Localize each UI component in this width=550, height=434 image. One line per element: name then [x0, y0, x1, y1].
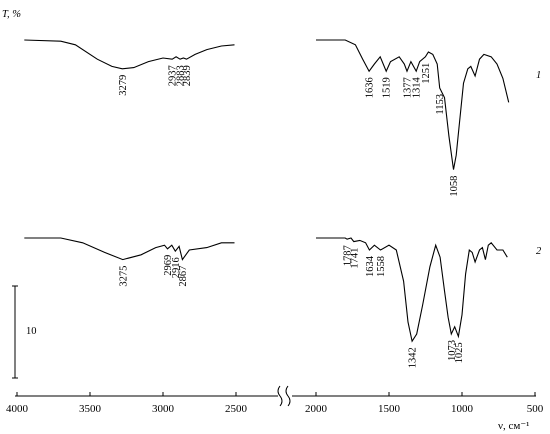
- spectrum-1-line: [316, 39, 510, 170]
- series-label: 2: [536, 246, 542, 257]
- peak-label: 3275: [118, 266, 129, 287]
- x-tick-label: 4000: [6, 403, 29, 415]
- peak-label: 2937: [168, 65, 179, 86]
- x-tick-label: 500: [527, 403, 544, 415]
- peak-label: 1153: [435, 94, 446, 115]
- peak-label: 1787: [343, 245, 354, 266]
- peak-label: 1634: [365, 255, 376, 277]
- x-axis-label: ν, см⁻¹: [498, 420, 529, 432]
- x-tick-label: 1000: [451, 403, 474, 415]
- peak-label: 1519: [382, 77, 393, 98]
- peak-label: 1741: [349, 248, 360, 269]
- scale-bar: [12, 285, 18, 379]
- peak-label: 1251: [421, 63, 432, 84]
- peak-label: 2969: [163, 255, 174, 276]
- x-tick-label: 3000: [152, 403, 175, 415]
- scale-bar-label: 10: [26, 326, 37, 337]
- peak-label: 1377: [403, 77, 414, 98]
- spectra-curves: 12: [24, 39, 542, 343]
- peak-label: 1073: [447, 340, 458, 361]
- spectrum-1-line: [24, 39, 235, 70]
- peak-label: 1558: [376, 256, 387, 277]
- peak-label: 3279: [118, 75, 129, 96]
- spectrum-2-line: [316, 237, 508, 343]
- spectrum-2-line: [24, 237, 235, 261]
- x-tick-label: 2000: [305, 403, 328, 415]
- peak-label: 2883: [176, 65, 187, 86]
- peak-label: 1058: [449, 176, 460, 197]
- break-squiggle-right: [285, 385, 291, 407]
- peak-label: 1342: [408, 347, 419, 368]
- y-axis-label: T, %: [2, 9, 21, 20]
- peak-label: 1314: [412, 76, 423, 98]
- x-tick-label: 3500: [79, 403, 102, 415]
- peak-label: 1025: [454, 342, 465, 363]
- peak-label: 2867: [178, 266, 189, 287]
- break-squiggle-left: [277, 385, 283, 407]
- series-label: 1: [536, 70, 541, 81]
- peak-label: 2916: [171, 257, 182, 278]
- axis-break-mark: [277, 385, 291, 407]
- x-axis-ticks: 4000 3500 3000 2500 2000 1500 1000 500: [6, 392, 544, 415]
- peak-label: 1636: [365, 77, 376, 98]
- x-tick-label: 2500: [225, 403, 248, 415]
- x-tick-label: 1500: [378, 403, 401, 415]
- peak-label: 2839: [182, 65, 193, 86]
